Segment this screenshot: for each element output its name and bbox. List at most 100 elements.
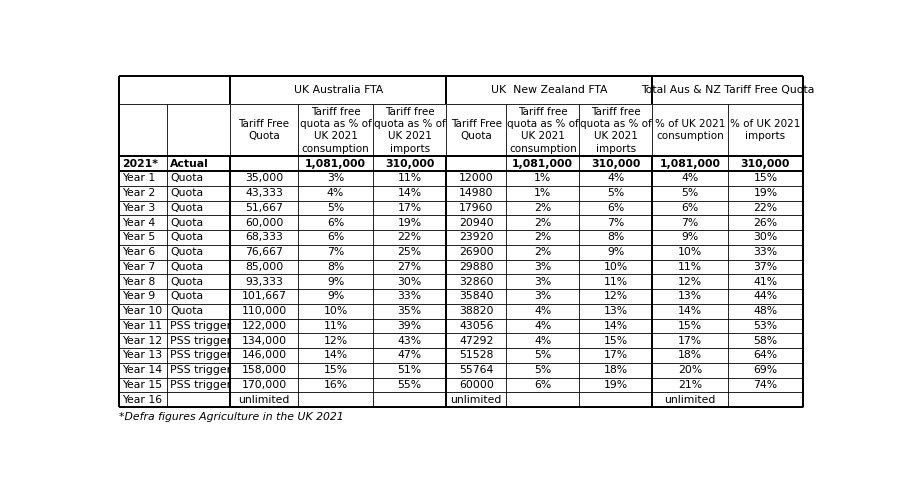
Text: 19%: 19% [753, 188, 778, 198]
Text: 27%: 27% [398, 262, 422, 272]
Text: 1,081,000: 1,081,000 [660, 159, 721, 169]
Text: Year 15: Year 15 [122, 380, 162, 390]
Text: 4%: 4% [534, 336, 552, 346]
Text: 1%: 1% [534, 188, 552, 198]
Text: 47292: 47292 [459, 336, 493, 346]
Text: Actual: Actual [170, 159, 209, 169]
Text: 39%: 39% [398, 321, 422, 331]
Text: 18%: 18% [678, 350, 702, 360]
Text: 16%: 16% [323, 380, 347, 390]
Text: 10%: 10% [678, 247, 702, 257]
Text: 9%: 9% [327, 277, 344, 287]
Text: 14%: 14% [604, 321, 628, 331]
Text: 1%: 1% [534, 173, 552, 183]
Text: PSS trigger: PSS trigger [170, 365, 231, 375]
Text: Quota: Quota [170, 232, 203, 242]
Text: 32860: 32860 [459, 277, 493, 287]
Text: 22%: 22% [753, 203, 778, 213]
Text: 101,667: 101,667 [241, 291, 286, 301]
Text: Year 8: Year 8 [122, 277, 156, 287]
Text: 21%: 21% [678, 380, 702, 390]
Text: 76,667: 76,667 [245, 247, 283, 257]
Text: 5%: 5% [534, 365, 552, 375]
Text: 5%: 5% [681, 188, 698, 198]
Text: 29880: 29880 [459, 262, 493, 272]
Text: 13%: 13% [678, 291, 702, 301]
Text: Year 3: Year 3 [122, 203, 156, 213]
Text: 9%: 9% [608, 247, 625, 257]
Text: 9%: 9% [327, 291, 344, 301]
Text: 37%: 37% [753, 262, 778, 272]
Text: Year 5: Year 5 [122, 232, 156, 242]
Text: Quota: Quota [170, 306, 203, 316]
Text: 60000: 60000 [459, 380, 494, 390]
Text: Quota: Quota [170, 291, 203, 301]
Text: 33%: 33% [398, 291, 422, 301]
Text: 11%: 11% [398, 173, 422, 183]
Text: 122,000: 122,000 [241, 321, 286, 331]
Text: Year 1: Year 1 [122, 173, 156, 183]
Text: 6%: 6% [534, 380, 552, 390]
Text: 19%: 19% [604, 380, 628, 390]
Text: PSS trigger: PSS trigger [170, 380, 231, 390]
Text: Year 16: Year 16 [122, 395, 162, 405]
Text: 20%: 20% [678, 365, 702, 375]
Text: unlimited: unlimited [238, 395, 290, 405]
Text: Quota: Quota [170, 218, 203, 228]
Text: PSS trigger: PSS trigger [170, 336, 231, 346]
Text: 85,000: 85,000 [245, 262, 284, 272]
Text: 14%: 14% [678, 306, 702, 316]
Text: 20940: 20940 [459, 218, 493, 228]
Text: Year 12: Year 12 [122, 336, 162, 346]
Text: 5%: 5% [534, 350, 552, 360]
Text: % of UK 2021
imports: % of UK 2021 imports [730, 119, 800, 141]
Text: Year 11: Year 11 [122, 321, 162, 331]
Text: 310,000: 310,000 [741, 159, 790, 169]
Text: 10%: 10% [604, 262, 628, 272]
Text: Tariff free
quota as % of
UK 2021
imports: Tariff free quota as % of UK 2021 import… [374, 106, 446, 154]
Text: 68,333: 68,333 [245, 232, 283, 242]
Text: Year 4: Year 4 [122, 218, 156, 228]
Text: 55%: 55% [398, 380, 422, 390]
Text: UK Australia FTA: UK Australia FTA [293, 85, 382, 95]
Text: Year 7: Year 7 [122, 262, 156, 272]
Text: Year 13: Year 13 [122, 350, 162, 360]
Text: 22%: 22% [398, 232, 422, 242]
Text: PSS trigger: PSS trigger [170, 350, 231, 360]
Text: Tariff free
quota as % of
UK 2021
consumption: Tariff free quota as % of UK 2021 consum… [507, 106, 579, 154]
Text: 43,333: 43,333 [245, 188, 283, 198]
Text: 11%: 11% [323, 321, 347, 331]
Text: 44%: 44% [753, 291, 778, 301]
Text: 3%: 3% [534, 277, 552, 287]
Text: 51,667: 51,667 [245, 203, 283, 213]
Text: 14980: 14980 [459, 188, 493, 198]
Text: 15%: 15% [604, 336, 628, 346]
Text: 4%: 4% [534, 306, 552, 316]
Text: 43%: 43% [398, 336, 422, 346]
Text: 310,000: 310,000 [591, 159, 641, 169]
Text: unlimited: unlimited [664, 395, 716, 405]
Text: 5%: 5% [608, 188, 625, 198]
Text: 55764: 55764 [459, 365, 493, 375]
Text: 26900: 26900 [459, 247, 493, 257]
Text: 60,000: 60,000 [245, 218, 284, 228]
Text: 35%: 35% [398, 306, 422, 316]
Text: Quota: Quota [170, 188, 203, 198]
Text: 53%: 53% [753, 321, 778, 331]
Text: 51528: 51528 [459, 350, 493, 360]
Text: 2%: 2% [534, 232, 552, 242]
Text: 30%: 30% [753, 232, 778, 242]
Text: 3%: 3% [327, 173, 344, 183]
Text: unlimited: unlimited [451, 395, 502, 405]
Text: 4%: 4% [608, 173, 625, 183]
Text: 11%: 11% [604, 277, 628, 287]
Text: 2%: 2% [534, 203, 552, 213]
Text: 134,000: 134,000 [241, 336, 286, 346]
Text: Tariff free
quota as % of
UK 2021
consumption: Tariff free quota as % of UK 2021 consum… [300, 106, 372, 154]
Text: 17%: 17% [678, 336, 702, 346]
Text: 15%: 15% [323, 365, 347, 375]
Text: 47%: 47% [398, 350, 422, 360]
Text: Quota: Quota [170, 277, 203, 287]
Text: 7%: 7% [681, 218, 698, 228]
Text: *Defra figures Agriculture in the UK 2021: *Defra figures Agriculture in the UK 202… [120, 412, 344, 422]
